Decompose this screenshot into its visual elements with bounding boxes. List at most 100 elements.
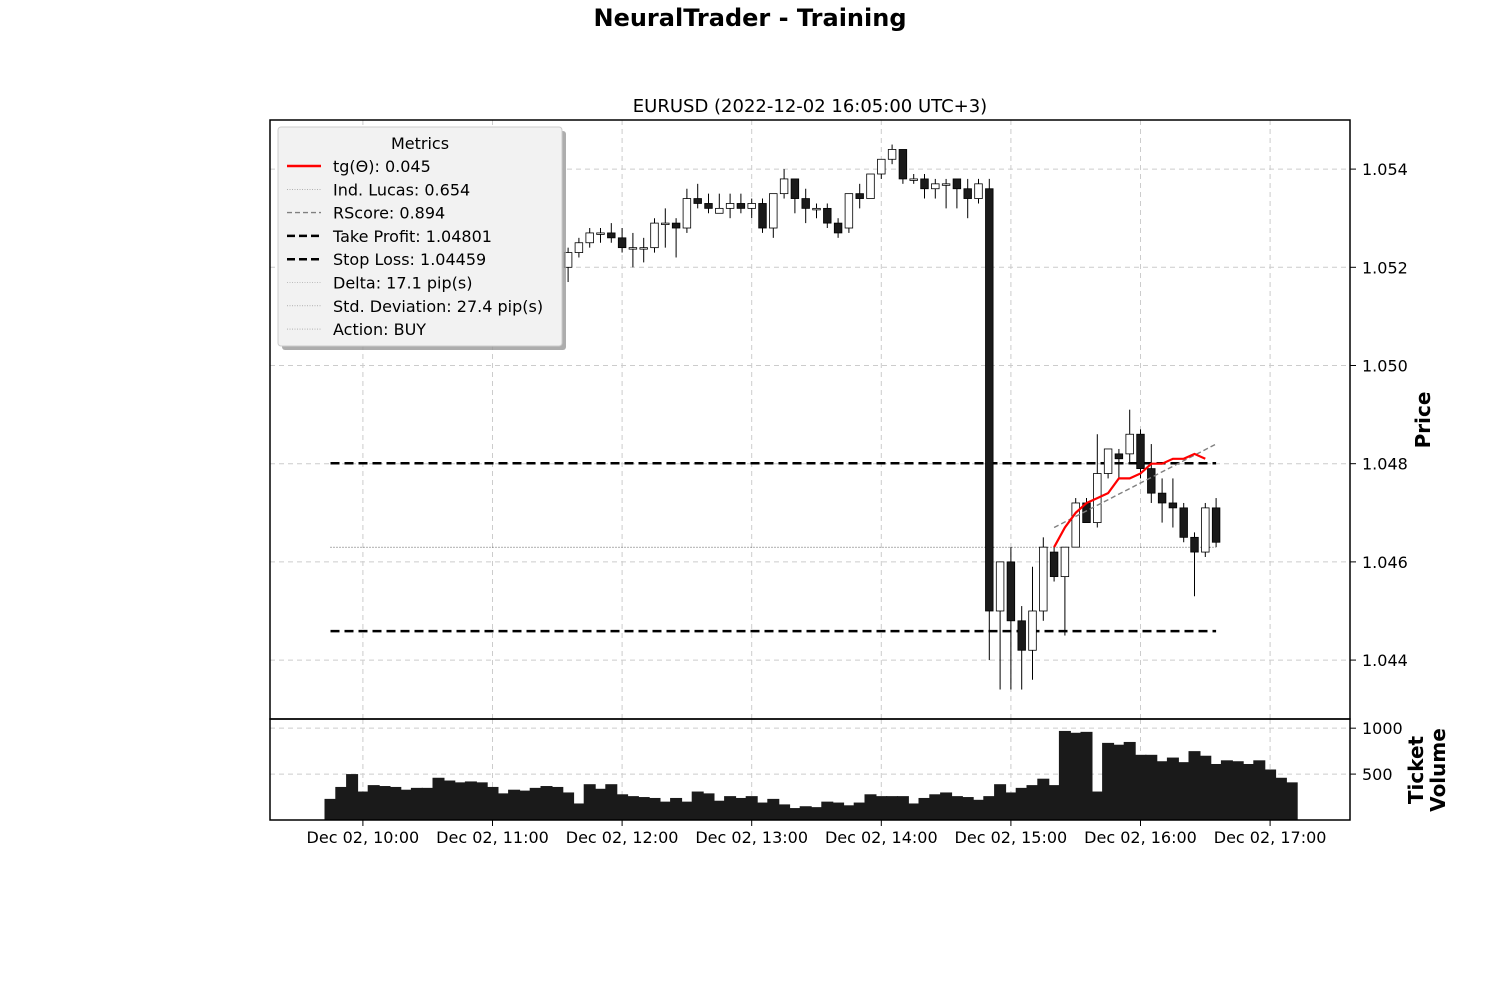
price-tick-label: 1.054 xyxy=(1362,160,1408,179)
volume-bar xyxy=(713,800,726,820)
volume-bar xyxy=(1123,741,1136,820)
price-tick-label: 1.044 xyxy=(1362,651,1408,670)
candle-bull xyxy=(995,561,1005,612)
time-axis-ticks: Dec 02, 10:00 Dec 02, 11:00 Dec 02, 12:00 D… xyxy=(307,820,1327,847)
legend-item-label: Action: BUY xyxy=(333,320,426,339)
candle-bear xyxy=(617,237,627,249)
volume-bar xyxy=(1091,791,1104,820)
price-tick-label: 1.048 xyxy=(1362,455,1408,474)
volume-bar xyxy=(367,785,380,820)
volume-bar xyxy=(983,796,996,820)
candle-bull xyxy=(628,247,638,250)
candle-bull xyxy=(909,178,918,181)
volume-bar xyxy=(799,806,812,820)
candle-bear xyxy=(671,222,681,229)
regression-line xyxy=(1053,452,1206,548)
candle-bull xyxy=(844,193,854,229)
candle-bull xyxy=(1201,507,1210,553)
volume-bar xyxy=(637,797,650,820)
volume-bar xyxy=(324,798,337,820)
candle-bull xyxy=(715,207,724,214)
volume-bar xyxy=(724,796,737,820)
candle-bear xyxy=(704,203,713,209)
overlay-lines xyxy=(1053,443,1217,548)
candle-bull xyxy=(574,242,584,253)
candle-bear xyxy=(1017,620,1026,651)
figure-title: NeuralTrader - Training xyxy=(593,4,907,32)
time-tick-label: Dec 02, 14:00 xyxy=(825,828,938,847)
volume-bar xyxy=(529,787,542,820)
candle-bear xyxy=(1006,561,1016,622)
volume-bar xyxy=(745,796,758,820)
time-tick-label: Dec 02, 17:00 xyxy=(1214,828,1327,847)
candle-bull xyxy=(931,183,940,190)
volume-bar xyxy=(1102,742,1115,820)
volume-bar xyxy=(421,787,434,820)
legend-item-label: Std. Deviation: 27.4 pip(s) xyxy=(333,297,543,316)
volume-axis-label-line: Ticket xyxy=(1404,735,1428,804)
candle-bear xyxy=(920,178,929,190)
candle-bear xyxy=(952,178,962,190)
legend-item-label: Take Profit: 1.04801 xyxy=(332,227,492,246)
candle-bull xyxy=(682,198,692,229)
volume-bar xyxy=(508,789,521,820)
volume-bar xyxy=(1199,755,1212,820)
candle-bear xyxy=(607,232,616,239)
candle-bear xyxy=(758,203,767,229)
volume-bar xyxy=(605,784,618,820)
volume-bar xyxy=(1026,785,1039,820)
volume-bar xyxy=(1037,778,1050,820)
volume-bar xyxy=(1220,760,1233,820)
volume-bar xyxy=(702,793,715,820)
candle-bear xyxy=(985,188,994,612)
volume-bar xyxy=(389,786,402,820)
candle-bull xyxy=(941,183,951,186)
candle-bull xyxy=(1071,502,1080,548)
volume-bar xyxy=(1112,744,1125,820)
volume-bar xyxy=(486,786,499,820)
candle-bear xyxy=(693,198,702,204)
candle-bear xyxy=(963,188,972,199)
volume-bar xyxy=(443,780,456,820)
legend-item-label: RScore: 0.894 xyxy=(333,204,445,223)
volume-bar xyxy=(1177,762,1190,820)
candle-bull xyxy=(1125,433,1134,455)
volume-bar xyxy=(410,787,423,820)
volume-bar xyxy=(788,808,801,820)
volume-bar xyxy=(875,796,888,820)
price-axis-ticks: 1.044 1.046 1.048 1.050 1.052 1.054 xyxy=(1350,160,1408,670)
candle-bear xyxy=(1114,453,1124,460)
volume-bar xyxy=(594,788,607,820)
candle-bull xyxy=(661,222,670,226)
volume-bar xyxy=(810,807,823,820)
legend-item-label: Delta: 17.1 pip(s) xyxy=(333,274,472,293)
volume-axis-label: TicketVolume xyxy=(1404,728,1450,812)
candle-bull xyxy=(1028,610,1037,651)
volume-bar xyxy=(1134,754,1147,820)
volume-bars xyxy=(324,730,1298,820)
volume-bar xyxy=(346,774,359,820)
volume-bar xyxy=(1004,792,1017,820)
time-tick-label: Dec 02, 16:00 xyxy=(1084,828,1197,847)
candle-bull xyxy=(639,247,648,250)
volume-bar xyxy=(432,777,445,820)
volume-bar xyxy=(1080,731,1093,820)
legend-item-label: Stop Loss: 1.04459 xyxy=(333,250,486,269)
time-tick-label: Dec 02, 15:00 xyxy=(955,828,1068,847)
candle-bear xyxy=(1190,536,1199,553)
volume-bar xyxy=(616,794,629,820)
candle-bull xyxy=(866,173,875,199)
volume-bar xyxy=(886,796,899,820)
volume-bar xyxy=(583,784,596,820)
volume-axis-ticks: 500 1000 xyxy=(1350,719,1403,784)
legend-item-label: Ind. Lucas: 0.654 xyxy=(333,180,470,199)
volume-bar xyxy=(1242,763,1255,820)
volume-bar xyxy=(1285,782,1298,820)
candle-bull xyxy=(725,203,735,209)
metrics-legend: Metrics tg(Θ): 0.045 Ind. Lucas: 0.654 RSc… xyxy=(277,126,566,350)
candle-bear xyxy=(1136,433,1145,469)
volume-bar xyxy=(464,781,477,820)
volume-bar xyxy=(940,792,953,820)
candle-bear xyxy=(1049,551,1059,578)
volume-axis-label-line: Volume xyxy=(1426,728,1450,812)
